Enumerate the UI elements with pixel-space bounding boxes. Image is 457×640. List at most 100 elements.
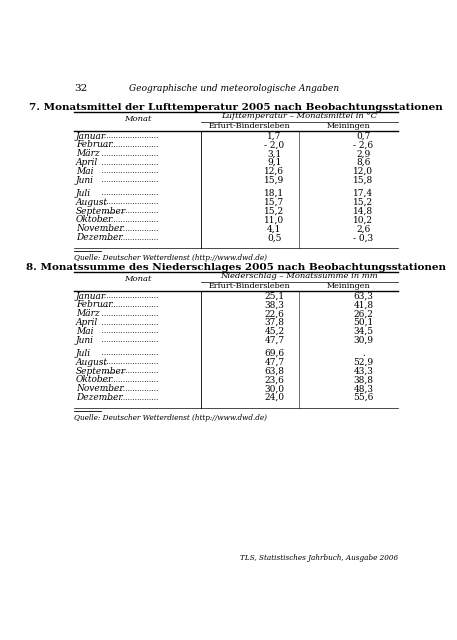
- Text: 7. Monatsmittel der Lufttemperatur 2005 nach Beobachtungsstationen: 7. Monatsmittel der Lufttemperatur 2005 …: [29, 103, 443, 112]
- Text: April: April: [76, 158, 98, 167]
- Text: Dezember: Dezember: [76, 393, 122, 402]
- Text: ........................: ........................: [99, 225, 158, 233]
- Text: ........................: ........................: [99, 141, 158, 149]
- Text: Juli: Juli: [76, 189, 91, 198]
- Text: 3,1: 3,1: [267, 149, 282, 158]
- Text: Mai: Mai: [76, 167, 93, 176]
- Text: ........................: ........................: [99, 367, 158, 375]
- Text: Erfurt-Bindersleben: Erfurt-Bindersleben: [209, 282, 291, 291]
- Text: 69,6: 69,6: [264, 349, 284, 358]
- Text: ........................: ........................: [99, 292, 158, 300]
- Text: 41,8: 41,8: [353, 300, 373, 309]
- Text: Quelle: Deutscher Wetterdienst (http://www.dwd.de): Quelle: Deutscher Wetterdienst (http://w…: [74, 255, 267, 262]
- Text: 52,9: 52,9: [353, 358, 373, 367]
- Text: Geographische und meteorologische Angaben: Geographische und meteorologische Angabe…: [129, 84, 339, 93]
- Text: 2,9: 2,9: [356, 149, 371, 158]
- Text: August: August: [76, 358, 108, 367]
- Text: Monat: Monat: [124, 115, 151, 123]
- Text: Januar: Januar: [76, 132, 106, 141]
- Text: 43,3: 43,3: [353, 367, 373, 376]
- Text: 4,1: 4,1: [267, 225, 282, 234]
- Text: 24,0: 24,0: [264, 393, 284, 402]
- Text: September: September: [76, 367, 126, 376]
- Text: 38,3: 38,3: [265, 300, 284, 309]
- Text: 15,9: 15,9: [264, 176, 284, 185]
- Text: 12,6: 12,6: [264, 167, 284, 176]
- Text: ........................: ........................: [99, 319, 158, 326]
- Text: März: März: [76, 309, 99, 318]
- Text: 10,2: 10,2: [353, 216, 373, 225]
- Text: Dezember: Dezember: [76, 233, 122, 242]
- Text: 34,5: 34,5: [353, 327, 373, 336]
- Text: ........................: ........................: [99, 198, 158, 206]
- Text: September: September: [76, 207, 126, 216]
- Text: ........................: ........................: [99, 376, 158, 384]
- Text: März: März: [76, 149, 99, 158]
- Text: ........................: ........................: [99, 349, 158, 357]
- Text: Februar: Februar: [76, 300, 112, 309]
- Text: TLS, Statistisches Jahrbuch, Ausgabe 2006: TLS, Statistisches Jahrbuch, Ausgabe 200…: [240, 554, 398, 562]
- Text: 50,1: 50,1: [353, 318, 373, 327]
- Text: ........................: ........................: [99, 216, 158, 224]
- Text: ........................: ........................: [99, 132, 158, 140]
- Text: 63,8: 63,8: [264, 367, 284, 376]
- Text: November: November: [76, 225, 123, 234]
- Text: 17,4: 17,4: [353, 189, 373, 198]
- Text: 45,2: 45,2: [264, 327, 284, 336]
- Text: ........................: ........................: [99, 394, 158, 402]
- Text: 8,6: 8,6: [356, 158, 371, 167]
- Text: ........................: ........................: [99, 328, 158, 335]
- Text: August: August: [76, 198, 108, 207]
- Text: 55,6: 55,6: [353, 393, 373, 402]
- Text: Quelle: Deutscher Wetterdienst (http://www.dwd.de): Quelle: Deutscher Wetterdienst (http://w…: [74, 415, 267, 422]
- Text: Meiningen: Meiningen: [327, 282, 371, 291]
- Text: 30,9: 30,9: [353, 336, 373, 345]
- Text: ........................: ........................: [99, 336, 158, 344]
- Text: 15,2: 15,2: [353, 198, 373, 207]
- Text: Juni: Juni: [76, 336, 94, 345]
- Text: Juni: Juni: [76, 176, 94, 185]
- Text: 2,6: 2,6: [356, 225, 371, 234]
- Text: ........................: ........................: [99, 301, 158, 309]
- Text: 0,7: 0,7: [356, 132, 371, 141]
- Text: 47,7: 47,7: [264, 358, 284, 367]
- Text: Lufttemperatur – Monatsmittel in °C: Lufttemperatur – Monatsmittel in °C: [221, 112, 377, 120]
- Text: - 2,0: - 2,0: [264, 140, 284, 149]
- Text: 47,7: 47,7: [264, 336, 284, 345]
- Text: Niederschlag – Monatssumme in mm: Niederschlag – Monatssumme in mm: [220, 272, 378, 280]
- Text: ........................: ........................: [99, 168, 158, 175]
- Text: Februar: Februar: [76, 140, 112, 149]
- Text: 30,0: 30,0: [264, 384, 284, 394]
- Text: - 0,3: - 0,3: [353, 233, 373, 242]
- Text: Erfurt-Bindersleben: Erfurt-Bindersleben: [209, 122, 291, 131]
- Text: 0,5: 0,5: [267, 233, 282, 242]
- Text: 23,6: 23,6: [265, 376, 284, 385]
- Text: 14,8: 14,8: [353, 207, 373, 216]
- Text: 25,1: 25,1: [264, 291, 284, 301]
- Text: Juli: Juli: [76, 349, 91, 358]
- Text: Oktober: Oktober: [76, 376, 113, 385]
- Text: 12,0: 12,0: [353, 167, 373, 176]
- Text: ........................: ........................: [99, 385, 158, 393]
- Text: ........................: ........................: [99, 310, 158, 317]
- Text: 11,0: 11,0: [264, 216, 284, 225]
- Text: 8. Monatssumme des Niederschlages 2005 nach Beobachtungsstationen: 8. Monatssumme des Niederschlages 2005 n…: [26, 263, 446, 272]
- Text: ........................: ........................: [99, 189, 158, 197]
- Text: Mai: Mai: [76, 327, 93, 336]
- Text: 26,2: 26,2: [353, 309, 373, 318]
- Text: 1,7: 1,7: [267, 132, 282, 141]
- Text: - 2,6: - 2,6: [353, 140, 373, 149]
- Text: 22,6: 22,6: [265, 309, 284, 318]
- Text: 15,7: 15,7: [264, 198, 284, 207]
- Text: ........................: ........................: [99, 358, 158, 366]
- Text: November: November: [76, 384, 123, 394]
- Text: ........................: ........................: [99, 177, 158, 184]
- Text: 37,8: 37,8: [264, 318, 284, 327]
- Text: 48,3: 48,3: [353, 384, 373, 394]
- Text: Oktober: Oktober: [76, 216, 113, 225]
- Text: 32: 32: [74, 84, 87, 93]
- Text: 15,8: 15,8: [353, 176, 373, 185]
- Text: ........................: ........................: [99, 150, 158, 158]
- Text: April: April: [76, 318, 98, 327]
- Text: ........................: ........................: [99, 207, 158, 215]
